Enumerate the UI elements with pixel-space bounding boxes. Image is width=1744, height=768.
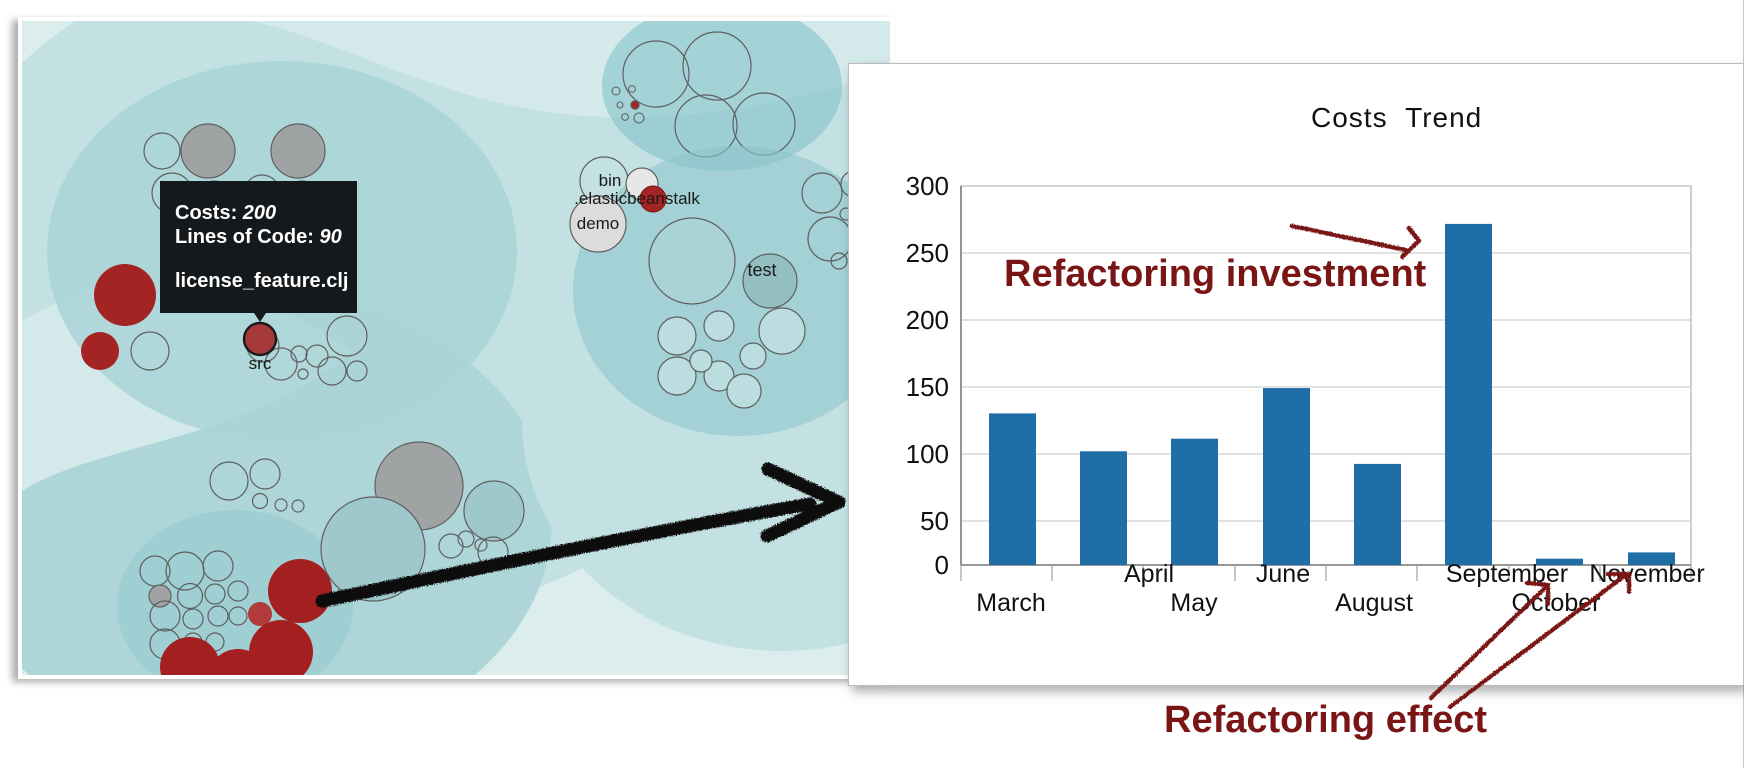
svg-text:test: test: [747, 260, 776, 280]
svg-text:bin: bin: [599, 171, 622, 190]
svg-text:April: April: [1124, 560, 1174, 588]
svg-text:license_feature.clj: license_feature.clj: [175, 270, 348, 292]
svg-text:150: 150: [906, 372, 949, 402]
svg-text:src: src: [249, 354, 272, 373]
svg-text:September: September: [1446, 560, 1568, 588]
svg-text:demo: demo: [577, 214, 620, 233]
svg-text:250: 250: [906, 238, 949, 268]
svg-text:Refactoring investment: Refactoring investment: [1004, 253, 1427, 295]
svg-text:May: May: [1170, 589, 1218, 617]
svg-text:June: June: [1256, 560, 1310, 588]
svg-text:November: November: [1589, 560, 1704, 588]
svg-text:March: March: [976, 589, 1045, 617]
svg-text:100: 100: [906, 439, 949, 469]
svg-text:October: October: [1512, 589, 1601, 617]
svg-text:Lines of Code: 90: Lines of Code: 90: [175, 226, 342, 248]
svg-text:50: 50: [920, 506, 949, 536]
svg-text:300: 300: [906, 171, 949, 201]
svg-text:.elasticbeanstalk: .elasticbeanstalk: [574, 189, 700, 208]
svg-text:Refactoring effect: Refactoring effect: [1164, 699, 1487, 741]
svg-text:August: August: [1335, 589, 1413, 617]
svg-text:0: 0: [935, 550, 949, 580]
svg-text:Costs: 200: Costs: 200: [175, 202, 276, 224]
svg-text:200: 200: [906, 305, 949, 335]
